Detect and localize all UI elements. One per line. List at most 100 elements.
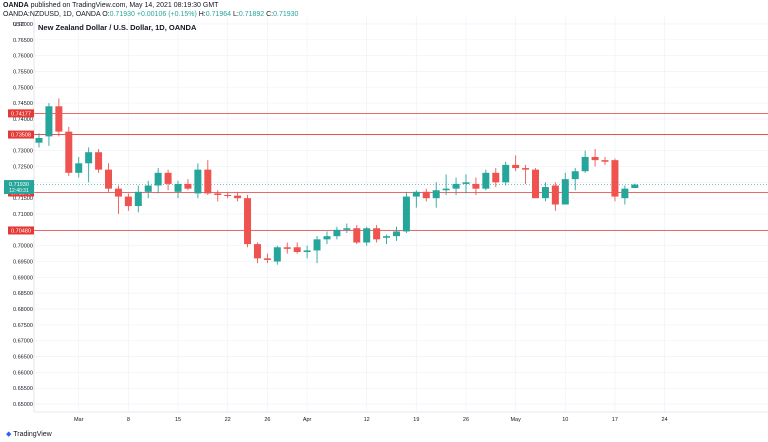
candle[interactable] xyxy=(353,225,361,245)
candle-body xyxy=(45,106,53,137)
candle[interactable] xyxy=(571,168,579,191)
candle[interactable] xyxy=(502,161,510,186)
candle[interactable] xyxy=(551,182,559,211)
tradingview-logo[interactable]: ◆ TradingView xyxy=(6,430,52,438)
candle[interactable] xyxy=(591,149,599,167)
candle[interactable] xyxy=(611,158,619,202)
time-axis[interactable]: Mar 8 15 22 26 Apr 12 19 26 May 10 17 24 xyxy=(74,417,668,423)
candle[interactable] xyxy=(144,180,152,199)
candle[interactable] xyxy=(234,191,242,202)
price-tick-label: 0.68000 xyxy=(13,307,33,313)
candle[interactable] xyxy=(422,188,430,202)
candle[interactable] xyxy=(392,226,400,241)
candle[interactable] xyxy=(373,225,381,243)
candle[interactable] xyxy=(343,223,351,234)
candle-body xyxy=(561,179,569,205)
price-tick-label: 0.66000 xyxy=(13,370,33,376)
candle-body xyxy=(383,236,391,238)
change-value: +0.00106 (+0.15%) xyxy=(136,11,197,18)
candle-body xyxy=(35,137,43,143)
candle[interactable] xyxy=(522,164,530,184)
candle[interactable] xyxy=(462,174,470,194)
candle-body xyxy=(541,187,549,199)
candle[interactable] xyxy=(194,163,202,199)
level-label-bg xyxy=(8,109,34,118)
candle[interactable] xyxy=(541,182,549,202)
candle-body xyxy=(343,228,351,230)
candle[interactable] xyxy=(313,236,321,264)
time-tick-label: 8 xyxy=(127,417,130,423)
candle[interactable] xyxy=(432,182,440,208)
price-tick-label: 0.65000 xyxy=(13,402,33,408)
price-tick-label: 0.69000 xyxy=(13,275,33,281)
candle[interactable] xyxy=(303,245,311,259)
candle[interactable] xyxy=(452,177,460,195)
candle[interactable] xyxy=(134,185,142,213)
candle-body xyxy=(502,164,510,183)
candle[interactable] xyxy=(224,191,232,199)
publisher-name[interactable]: OANDA xyxy=(3,2,29,9)
candle[interactable] xyxy=(383,234,391,245)
candle[interactable] xyxy=(601,156,609,165)
candle-body xyxy=(283,247,291,249)
grid-lines xyxy=(34,16,768,412)
candle[interactable] xyxy=(472,177,480,195)
currency-unit-label: USD xyxy=(13,22,25,28)
price-tick-label: 0.74500 xyxy=(13,101,33,107)
candle[interactable] xyxy=(95,149,103,173)
candle[interactable] xyxy=(45,103,53,146)
candle[interactable] xyxy=(214,190,222,202)
candle[interactable] xyxy=(65,126,73,176)
price-axis[interactable]: 0.77000 0.76500 0.76000 0.75500 0.75000 0.745… xyxy=(13,22,33,408)
candle[interactable] xyxy=(164,169,172,191)
candle[interactable] xyxy=(482,169,490,191)
candle-body xyxy=(293,247,301,253)
candle[interactable] xyxy=(184,179,192,191)
candle[interactable] xyxy=(512,155,520,172)
candle[interactable] xyxy=(174,180,182,199)
candle[interactable] xyxy=(75,156,83,178)
time-tick-label: 15 xyxy=(175,417,181,423)
candle[interactable] xyxy=(412,190,420,208)
candle[interactable] xyxy=(581,150,589,173)
candle-body xyxy=(522,168,530,170)
candle[interactable] xyxy=(273,245,281,265)
candle[interactable] xyxy=(293,242,301,254)
candle[interactable] xyxy=(263,253,271,264)
candle[interactable] xyxy=(124,193,132,211)
candle-body xyxy=(333,229,341,237)
candle[interactable] xyxy=(333,226,341,240)
candle[interactable] xyxy=(283,242,291,254)
horizontal-levels xyxy=(34,112,768,231)
candle[interactable] xyxy=(532,168,539,199)
price-tick-label: 0.70000 xyxy=(13,244,33,250)
candle[interactable] xyxy=(55,98,63,137)
candle[interactable] xyxy=(35,133,43,148)
candle-body xyxy=(532,169,539,199)
candle[interactable] xyxy=(492,168,500,188)
candle-body xyxy=(571,171,579,180)
candle[interactable] xyxy=(363,226,371,246)
candle-body xyxy=(55,106,63,132)
price-tick-label: 0.66500 xyxy=(13,355,33,361)
price-tick-label: 0.75500 xyxy=(13,69,33,75)
close-label: C: xyxy=(266,11,274,18)
candle[interactable] xyxy=(204,160,212,195)
candle[interactable] xyxy=(85,147,93,183)
candle-body xyxy=(492,172,500,183)
candle[interactable] xyxy=(105,163,113,192)
candle[interactable] xyxy=(323,231,331,245)
candle[interactable] xyxy=(561,172,569,205)
price-tick-label: 0.75000 xyxy=(13,85,33,91)
candle[interactable] xyxy=(402,191,410,234)
candle[interactable] xyxy=(631,183,639,189)
candle[interactable] xyxy=(114,185,122,214)
candle[interactable] xyxy=(244,194,252,248)
chart-title: New Zealand Dollar / U.S. Dollar, 1D, OA… xyxy=(38,23,197,32)
candle[interactable] xyxy=(253,242,261,264)
candle[interactable] xyxy=(621,185,629,205)
candle[interactable] xyxy=(154,168,162,194)
current-price-countdown: 12:40:31 xyxy=(9,188,29,194)
candle[interactable] xyxy=(442,174,450,195)
